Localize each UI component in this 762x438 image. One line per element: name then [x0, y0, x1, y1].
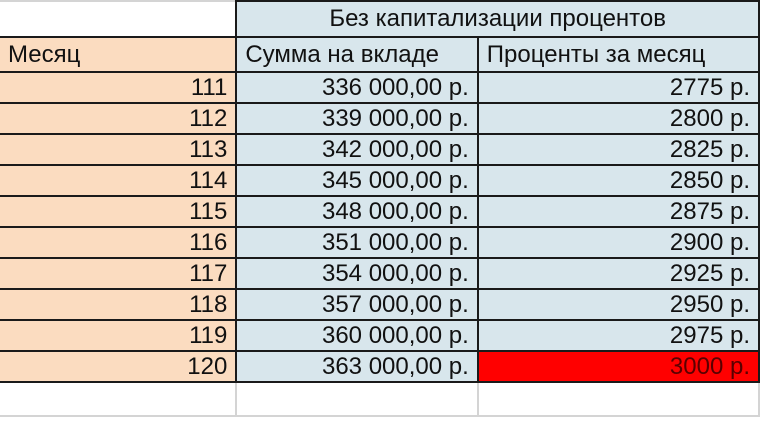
table-row: 116 351 000,00 р. 2900 р. — [0, 226, 761, 259]
month-cell[interactable]: 112 — [0, 102, 238, 135]
month-cell[interactable]: 111 — [0, 71, 238, 104]
empty-row — [0, 381, 761, 417]
sum-cell[interactable]: 354 000,00 р. — [235, 257, 479, 290]
interest-cell[interactable]: 2775 р. — [476, 71, 761, 104]
empty-cell[interactable] — [0, 381, 238, 417]
sum-cell[interactable]: 342 000,00 р. — [235, 133, 479, 166]
interest-cell[interactable]: 2925 р. — [476, 257, 761, 290]
interest-cell-highlighted[interactable]: 3000 р. — [476, 350, 761, 383]
deposit-table: Без капитализации процентов Месяц Сумма … — [0, 0, 761, 417]
sum-cell[interactable]: 348 000,00 р. — [235, 195, 479, 228]
month-cell[interactable]: 120 — [0, 350, 238, 383]
group-header-cell[interactable]: Без капитализации процентов — [235, 0, 760, 38]
interest-cell[interactable]: 2825 р. — [476, 133, 761, 166]
empty-cell[interactable] — [0, 0, 238, 38]
month-cell[interactable]: 115 — [0, 195, 238, 228]
month-cell[interactable]: 119 — [0, 319, 238, 352]
month-cell[interactable]: 117 — [0, 257, 238, 290]
empty-cell[interactable] — [235, 381, 479, 417]
table-row: 114 345 000,00 р. 2850 р. — [0, 164, 761, 197]
interest-cell[interactable]: 2950 р. — [476, 288, 761, 321]
table-row: 119 360 000,00 р. 2975 р. — [0, 319, 761, 352]
empty-cell[interactable] — [476, 381, 761, 417]
table-row: 117 354 000,00 р. 2925 р. — [0, 257, 761, 290]
header-interest-cell[interactable]: Проценты за месяц — [476, 36, 761, 73]
table-row: 111 336 000,00 р. 2775 р. — [0, 71, 761, 104]
interest-cell[interactable]: 2875 р. — [476, 195, 761, 228]
sum-cell[interactable]: 336 000,00 р. — [235, 71, 479, 104]
sum-cell[interactable]: 363 000,00 р. — [235, 350, 479, 383]
header-month-cell[interactable]: Месяц — [0, 36, 238, 73]
interest-cell[interactable]: 2850 р. — [476, 164, 761, 197]
month-cell[interactable]: 114 — [0, 164, 238, 197]
table-row: 112 339 000,00 р. 2800 р. — [0, 102, 761, 135]
sum-cell[interactable]: 351 000,00 р. — [235, 226, 479, 259]
table-row: 115 348 000,00 р. 2875 р. — [0, 195, 761, 228]
sum-cell[interactable]: 357 000,00 р. — [235, 288, 479, 321]
sum-cell[interactable]: 360 000,00 р. — [235, 319, 479, 352]
interest-cell[interactable]: 2900 р. — [476, 226, 761, 259]
group-header-row: Без капитализации процентов — [0, 0, 760, 38]
table-row: 118 357 000,00 р. 2950 р. — [0, 288, 761, 321]
sum-cell[interactable]: 339 000,00 р. — [235, 102, 479, 135]
interest-cell[interactable]: 2800 р. — [476, 102, 761, 135]
table-row: 113 342 000,00 р. 2825 р. — [0, 133, 761, 166]
month-cell[interactable]: 118 — [0, 288, 238, 321]
month-cell[interactable]: 113 — [0, 133, 238, 166]
sum-cell[interactable]: 345 000,00 р. — [235, 164, 479, 197]
column-header-row: Месяц Сумма на вкладе Проценты за месяц — [0, 36, 761, 73]
month-cell[interactable]: 116 — [0, 226, 238, 259]
interest-cell[interactable]: 2975 р. — [476, 319, 761, 352]
header-sum-cell[interactable]: Сумма на вкладе — [235, 36, 479, 73]
table-row: 120 363 000,00 р. 3000 р. — [0, 350, 761, 383]
